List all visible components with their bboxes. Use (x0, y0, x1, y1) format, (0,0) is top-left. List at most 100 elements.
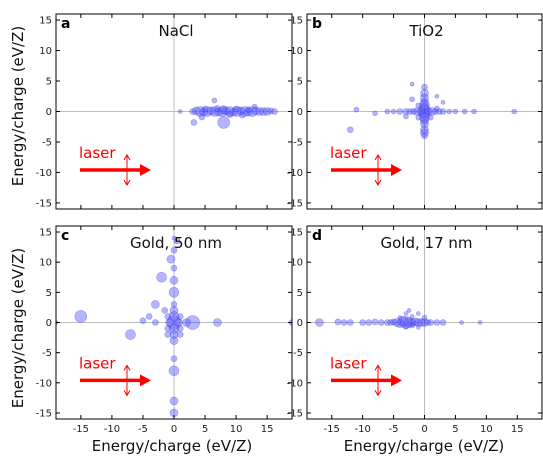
data-point (420, 93, 429, 103)
data-point (399, 316, 413, 329)
data-point (402, 108, 410, 115)
data-point (407, 318, 417, 327)
data-point (427, 114, 434, 121)
x-tick-label: 10 (480, 424, 493, 435)
data-point (420, 119, 429, 128)
data-point (420, 318, 429, 327)
data-point (185, 315, 200, 330)
x-tick-label: 0 (421, 424, 427, 435)
laser-label: laser (330, 144, 367, 162)
data-point (219, 105, 228, 114)
data-point (189, 108, 196, 115)
x-tick-label: 15 (511, 424, 524, 435)
data-point (166, 315, 182, 330)
y-tick-label: 10 (290, 258, 303, 269)
data-point (353, 106, 360, 113)
data-point (156, 271, 167, 283)
data-point (168, 311, 180, 322)
data-point (246, 106, 258, 117)
data-point (397, 315, 403, 320)
arrow-head-icon (123, 364, 131, 371)
data-point (214, 107, 224, 117)
data-point (420, 116, 429, 125)
arrow-head-icon (374, 364, 382, 371)
y-tick-label: 0 (46, 318, 52, 329)
data-point (365, 319, 373, 326)
data-point (170, 355, 178, 362)
y-axis-label-top: Energy/charge (eV/Z) (9, 26, 27, 186)
data-point (169, 396, 179, 406)
data-point (406, 308, 412, 313)
data-point (251, 106, 261, 116)
data-point (262, 107, 272, 116)
data-point (420, 98, 429, 107)
data-point (259, 107, 268, 116)
y-tick-label: 5 (297, 288, 303, 299)
data-point (177, 109, 183, 114)
data-point (409, 81, 415, 87)
data-point (403, 113, 409, 120)
data-point (168, 287, 180, 298)
data-point (419, 103, 430, 114)
data-point (192, 106, 201, 116)
data-point (424, 319, 431, 326)
data-point (420, 125, 429, 135)
data-point (239, 111, 246, 119)
data-point (477, 320, 483, 325)
panel-title: TiO2 (408, 22, 443, 40)
data-point (421, 83, 428, 91)
data-point (410, 108, 417, 115)
x-tick-label: -15 (324, 424, 340, 435)
data-point (371, 318, 379, 326)
y-tick-label: 15 (290, 16, 303, 27)
points-c (56, 235, 292, 418)
y-tick-label: -5 (293, 348, 303, 359)
data-point (416, 107, 426, 116)
data-point (176, 313, 184, 320)
y-tick-label: 5 (46, 288, 52, 299)
y-tick-label: -15 (36, 408, 52, 419)
data-point (396, 108, 404, 115)
data-point (387, 319, 394, 326)
data-point (377, 319, 385, 326)
data-point (409, 96, 415, 103)
panel-letter: a (61, 16, 70, 32)
data-point (164, 325, 172, 332)
data-point (169, 275, 179, 285)
data-point (346, 126, 354, 134)
data-point (194, 106, 206, 117)
data-point (403, 323, 409, 330)
data-point (414, 318, 423, 327)
data-point (340, 319, 348, 326)
y-tick-label: -5 (293, 137, 303, 148)
data-point (164, 331, 172, 338)
data-point (334, 318, 342, 326)
data-point (169, 336, 179, 345)
y-axis-label-bottom: Energy/charge (eV/Z) (9, 248, 27, 408)
data-point (440, 100, 446, 105)
data-point (461, 108, 468, 115)
laser-label: laser (79, 354, 116, 372)
data-point (173, 237, 181, 245)
panel-letter: c (61, 228, 69, 244)
data-point (406, 108, 413, 115)
y-tick-label: -10 (36, 378, 52, 389)
data-point (211, 97, 218, 104)
y-tick-label: -5 (42, 348, 52, 359)
data-point (217, 116, 230, 129)
panel-title: NaCl (158, 22, 193, 40)
data-point (392, 318, 401, 327)
arrow-head-icon (391, 164, 402, 176)
data-point (202, 106, 213, 117)
data-point (176, 325, 184, 332)
arrow-head-icon (374, 179, 382, 186)
laser-annotation: laser (330, 354, 402, 397)
panel-b: -15 -10 -5 0 5 10 15 b TiO2 laser (287, 13, 543, 210)
y-tick-label: 10 (39, 46, 52, 57)
data-point (139, 317, 147, 324)
x-tick-label: 15 (261, 424, 274, 435)
x-tick-label: -10 (104, 424, 120, 435)
data-point (384, 319, 391, 326)
data-point (213, 318, 222, 327)
